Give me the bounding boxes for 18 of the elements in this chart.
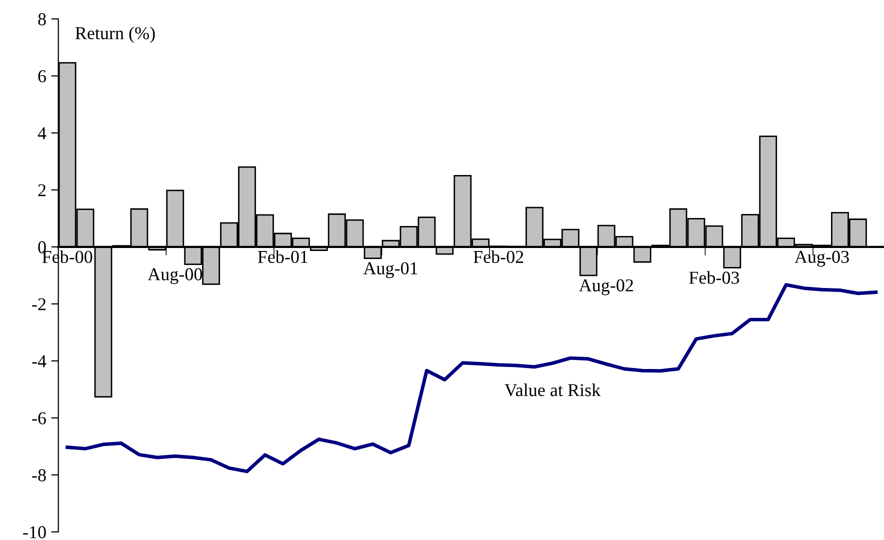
x-tick-label: Aug-01 <box>363 262 418 278</box>
x-tick-label: Feb-02 <box>474 250 524 264</box>
y-tick-label: 2 <box>38 184 46 196</box>
series-label: Value at Risk <box>504 383 601 396</box>
x-tick-label: Aug-00 <box>148 268 202 284</box>
y-tick-label: -6 <box>32 412 46 424</box>
x-tick-label: Feb-01 <box>258 250 308 264</box>
y-tick-label: 6 <box>38 70 46 82</box>
x-tick-label: Aug-02 <box>578 279 633 296</box>
y-tick-label: 4 <box>38 127 46 140</box>
y-tick-label: 8 <box>38 13 46 26</box>
y-tick-label: -8 <box>32 469 46 482</box>
y-axis-title: Return (%) <box>75 26 155 43</box>
y-tick-label: -10 <box>23 526 46 538</box>
x-tick-label: Feb-03 <box>689 271 740 284</box>
y-tick-label: -4 <box>32 355 46 368</box>
y-tick-label: -2 <box>32 298 46 310</box>
x-tick-label: Aug-03 <box>794 250 849 267</box>
